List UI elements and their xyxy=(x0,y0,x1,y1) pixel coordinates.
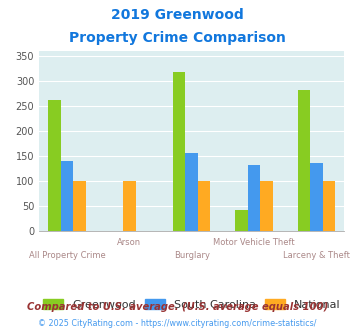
Text: Property Crime Comparison: Property Crime Comparison xyxy=(69,31,286,45)
Text: © 2025 CityRating.com - https://www.cityrating.com/crime-statistics/: © 2025 CityRating.com - https://www.city… xyxy=(38,319,317,328)
Text: Larceny & Theft: Larceny & Theft xyxy=(283,251,350,260)
Bar xyxy=(185,153,198,231)
Text: Burglary: Burglary xyxy=(174,251,210,260)
Bar xyxy=(173,72,185,231)
Bar xyxy=(48,100,61,231)
Text: Arson: Arson xyxy=(118,238,141,247)
Bar xyxy=(198,181,211,231)
Bar xyxy=(61,161,73,231)
Bar xyxy=(310,163,323,231)
Legend: Greenwood, South Carolina, National: Greenwood, South Carolina, National xyxy=(39,294,344,314)
Text: All Property Crime: All Property Crime xyxy=(29,251,105,260)
Bar xyxy=(73,181,86,231)
Bar xyxy=(235,210,248,231)
Text: Compared to U.S. average. (U.S. average equals 100): Compared to U.S. average. (U.S. average … xyxy=(27,302,328,312)
Text: Motor Vehicle Theft: Motor Vehicle Theft xyxy=(213,238,295,247)
Text: 2019 Greenwood: 2019 Greenwood xyxy=(111,8,244,22)
Bar xyxy=(297,90,310,231)
Bar xyxy=(248,165,260,231)
Bar xyxy=(260,181,273,231)
Bar xyxy=(123,181,136,231)
Bar xyxy=(323,181,335,231)
